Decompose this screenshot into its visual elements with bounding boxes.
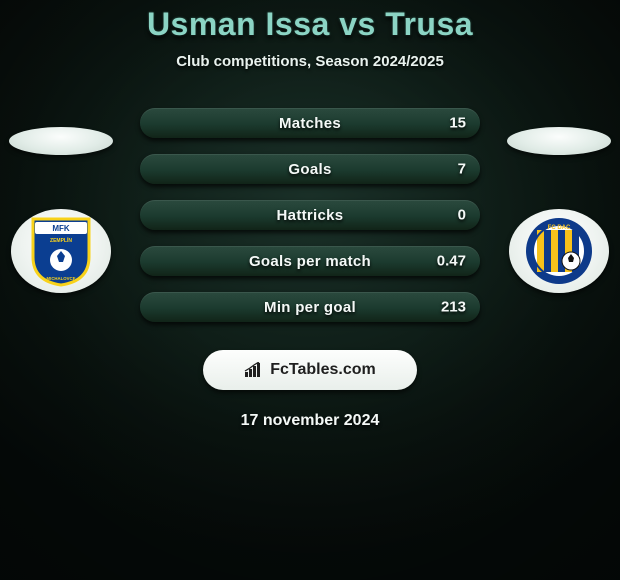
stat-label: Matches [279,115,341,132]
stat-row: Min per goal 213 [140,292,480,322]
page-title: Usman Issa vs Trusa [0,6,620,43]
subtitle: Club competitions, Season 2024/2025 [0,53,620,70]
stat-pill-list: Matches 15 Goals 7 Hattricks 0 Goals per… [140,108,480,322]
source-tag: FcTables.com [203,350,417,390]
stats-area: Matches 15 Goals 7 Hattricks 0 Goals per… [0,108,620,322]
stat-row: Goals per match 0.47 [140,246,480,276]
date-text: 17 november 2024 [0,412,620,430]
stat-label: Goals per match [249,253,371,270]
stat-value-right: 0.47 [437,253,466,270]
stat-row: Hattricks 0 [140,200,480,230]
stat-value-right: 0 [458,207,466,224]
stat-value-right: 7 [458,161,466,178]
stat-label: Hattricks [277,207,344,224]
content: Usman Issa vs Trusa Club competitions, S… [0,0,620,430]
stat-row: Goals 7 [140,154,480,184]
stat-label: Goals [288,161,331,178]
stat-value-right: 213 [441,299,466,316]
stat-value-right: 15 [449,115,466,132]
stat-row: Matches 15 [140,108,480,138]
stat-label: Min per goal [264,299,356,316]
source-tag-text: FcTables.com [270,361,376,379]
chart-icon [244,362,264,378]
